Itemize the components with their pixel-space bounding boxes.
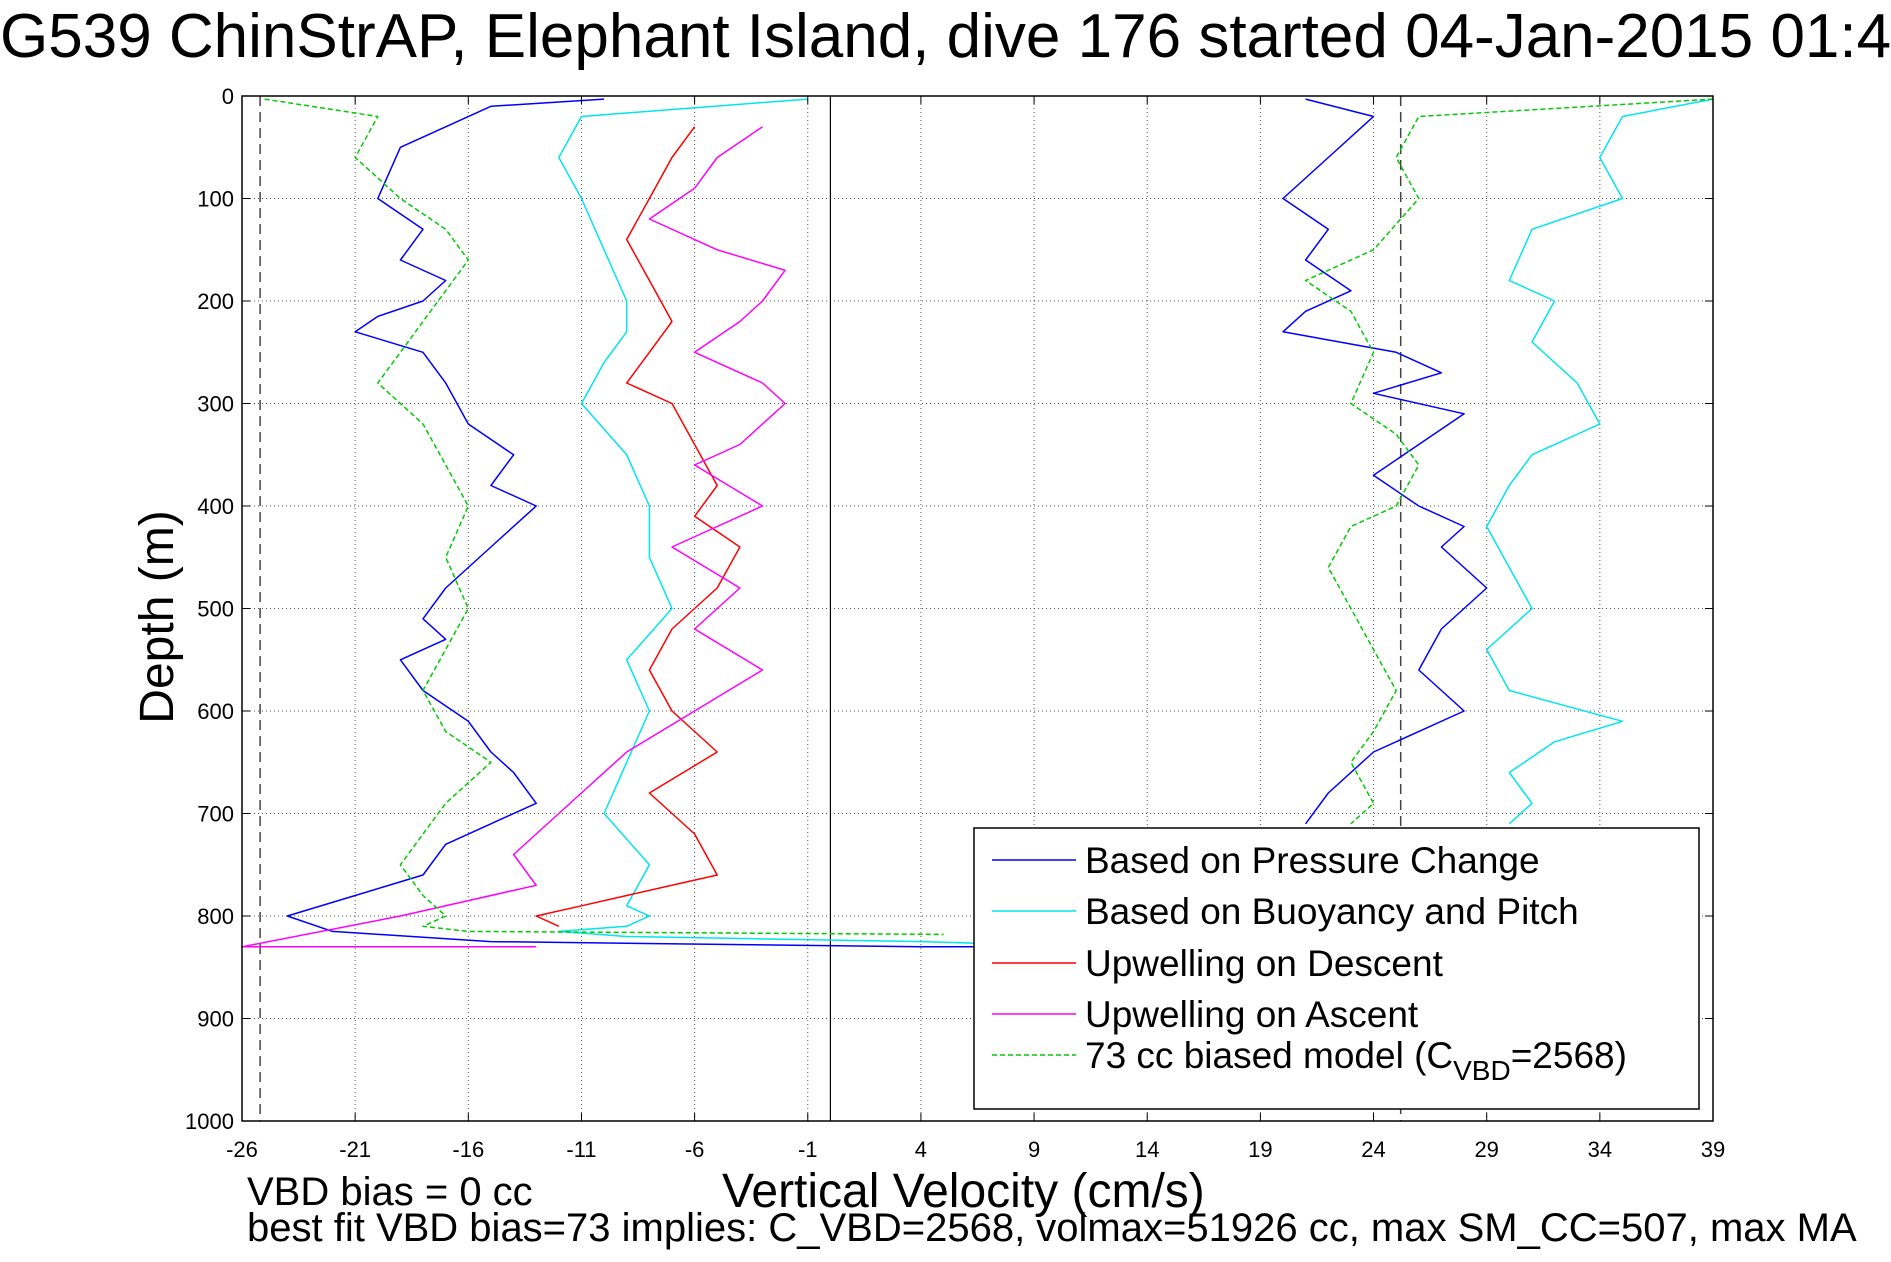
legend-label: Upwelling on Descent: [1085, 943, 1444, 984]
best-fit-annotation: best fit VBD bias=73 implies: C_VBD=2568…: [247, 1206, 1857, 1250]
x-tick-label: 4: [915, 1137, 927, 1162]
y-tick-label: 600: [197, 699, 234, 724]
x-tick-label: 29: [1474, 1137, 1498, 1162]
y-axis-label: Depth (m): [131, 510, 184, 724]
x-axis-label: Vertical Velocity (cm/s): [722, 1165, 1205, 1218]
legend-label: Upwelling on Ascent: [1085, 994, 1419, 1035]
y-tick-label: 0: [222, 84, 234, 109]
chart-title: G539 ChinStrAP, Elephant Island, dive 17…: [0, 2, 1891, 71]
series-line-0: [1282, 98, 1488, 825]
y-tick-label: 700: [197, 802, 234, 827]
y-tick-label: 300: [197, 392, 234, 417]
x-tick-label: -11: [566, 1137, 596, 1162]
x-tick-label: -1: [798, 1137, 818, 1162]
legend-label: Based on Pressure Change: [1085, 840, 1540, 881]
series-line-4: [1304, 98, 1714, 825]
vbd-bias-annotation: VBD bias = 0 cc: [247, 1170, 533, 1214]
x-tick-label: -21: [339, 1137, 371, 1162]
x-tick-label: 34: [1588, 1137, 1612, 1162]
x-tick-label: -26: [226, 1137, 258, 1162]
y-tick-label: 1000: [185, 1109, 234, 1134]
series-line-4: [264, 98, 944, 936]
x-tick-label: 19: [1248, 1137, 1272, 1162]
legend-label: Based on Buoyancy and Pitch: [1085, 891, 1579, 932]
legend-box: [973, 827, 1700, 1110]
series-line-0: [286, 98, 1102, 948]
y-tick-label: 100: [197, 187, 234, 212]
y-tick-label: 900: [197, 1007, 234, 1032]
series-line-1: [558, 98, 1103, 948]
y-tick-label: 200: [197, 289, 234, 314]
y-tick-label: 500: [197, 597, 234, 622]
series-line-3: [241, 126, 786, 948]
series-line-2: [535, 126, 741, 927]
x-tick-label: 14: [1135, 1137, 1159, 1162]
x-tick-label: 9: [1028, 1137, 1040, 1162]
x-tick-label: -6: [685, 1137, 705, 1162]
y-tick-label: 400: [197, 494, 234, 519]
x-tick-label: 24: [1361, 1137, 1385, 1162]
x-tick-label: -16: [452, 1137, 484, 1162]
series-line-1: [1485, 98, 1714, 825]
x-tick-label: 39: [1701, 1137, 1725, 1162]
y-tick-label: 800: [197, 904, 234, 929]
